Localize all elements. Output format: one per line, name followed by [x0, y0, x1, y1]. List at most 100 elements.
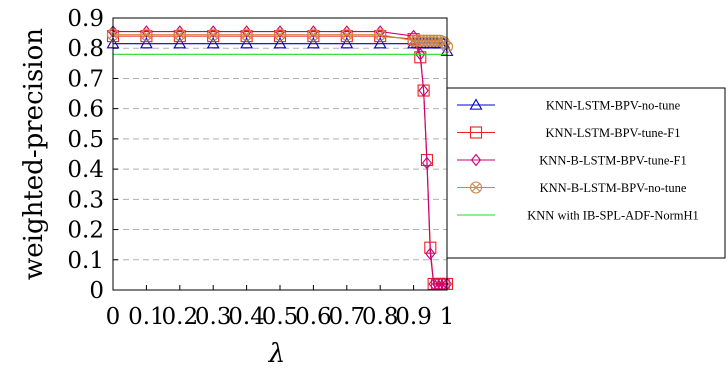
- circle-x-ring: [407, 34, 420, 47]
- circle-x-ring: [420, 34, 434, 47]
- plot-frame: [112, 17, 448, 291]
- circle-x-cross: [426, 36, 435, 45]
- circle-x-ring: [307, 28, 320, 41]
- circle-x-marker: [417, 34, 430, 47]
- circle-x-ring: [240, 28, 253, 41]
- circle-x-ring: [273, 28, 287, 41]
- x-tick-label: 0.6: [295, 304, 332, 330]
- circle-x-marker: [273, 28, 287, 41]
- triangle-marker: [306, 37, 320, 49]
- circle-x-cross: [422, 36, 432, 45]
- circle-x-marker: [424, 34, 437, 47]
- circle-x-ring: [424, 34, 437, 47]
- circle-x-marker: [173, 28, 186, 41]
- triangle-marker: [373, 37, 387, 49]
- legend-label: KNN-LSTM-BPV-no-tune: [546, 99, 681, 113]
- diamond-marker: [428, 277, 439, 291]
- circle-x-marker: [307, 28, 320, 41]
- circle-x-ring: [207, 28, 220, 41]
- legend-label: KNN-B-LSTM-BPV-no-tune: [540, 181, 687, 195]
- y-tick-labels: 0 0.1 0.2 0.3 0.4 0.5 0.6 0.7 0.8 0.9: [67, 6, 104, 304]
- triangle-marker: [240, 37, 254, 49]
- x-tick-label: 0.5: [262, 304, 299, 330]
- circle-x-cross: [409, 36, 418, 45]
- legend-label: KNN-LSTM-BPV-tune-F1: [546, 126, 681, 140]
- circle-x-ring: [414, 34, 427, 47]
- legend-entry: KNN-B-LSTM-BPV-no-tune: [457, 181, 687, 195]
- series-line: [113, 35, 447, 285]
- y-axis-label: weighted-precision: [19, 28, 49, 280]
- square-marker: [414, 51, 427, 64]
- circle-x-ring: [173, 28, 186, 41]
- triangle-marker: [139, 37, 153, 49]
- y-tick-label: 0.6: [67, 97, 104, 123]
- legend: KNN-LSTM-BPV-no-tune KNN-LSTM-BPV-tune-F1…: [446, 87, 726, 259]
- circle-x-cross: [342, 30, 352, 39]
- series-line: [113, 31, 447, 285]
- triangle-marker: [273, 37, 287, 49]
- y-tick-label: 0.5: [67, 127, 104, 153]
- circle-x-cross: [419, 36, 428, 45]
- diamond-marker: [415, 47, 426, 61]
- circle-x-cross: [471, 183, 481, 192]
- circle-x-marker: [240, 28, 253, 41]
- x-tick-label: 0.3: [195, 304, 232, 330]
- series-3: [107, 25, 453, 291]
- series-1: [106, 37, 454, 56]
- x-tick-labels: 0 0.10.20.30.40.50.60.70.80.9 1: [106, 304, 455, 330]
- triangle-marker: [173, 37, 187, 49]
- x-tick-label: 0.2: [162, 304, 199, 330]
- circle-x-cross: [429, 36, 438, 45]
- series-2: [106, 30, 454, 291]
- square-marker: [469, 126, 483, 139]
- y-tick-label: 0.9: [67, 6, 104, 32]
- y-tick-label: 0: [89, 278, 104, 304]
- y-tick-label: 0.8: [67, 36, 104, 62]
- circle-x-cross: [309, 30, 318, 39]
- legend-label: KNN-B-LSTM-BPV-tune-F1: [539, 154, 686, 168]
- circle-x-cross: [175, 30, 185, 39]
- circle-x-marker: [374, 28, 387, 41]
- circle-x-cross: [416, 36, 425, 45]
- circle-x-ring: [374, 28, 387, 41]
- x-axis-label: λ: [268, 339, 285, 369]
- circle-x-cross: [242, 30, 251, 39]
- circle-x-ring: [417, 34, 430, 47]
- circle-x-cross: [412, 36, 422, 45]
- triangle-marker: [469, 98, 483, 110]
- legend-entry: KNN-B-LSTM-BPV-tune-F1: [457, 154, 687, 168]
- circle-x-marker: [420, 34, 434, 47]
- series-4: [106, 28, 454, 53]
- circle-x-cross: [375, 30, 385, 39]
- circle-x-marker: [340, 28, 353, 41]
- y-tick-label: 0.1: [67, 248, 104, 274]
- diamond-marker: [470, 153, 482, 167]
- diamond-marker: [408, 29, 419, 43]
- diamond-marker: [435, 277, 446, 291]
- x-tick-label: 0.4: [228, 304, 265, 330]
- circle-x-marker: [469, 181, 483, 194]
- circle-x-cross: [275, 30, 285, 39]
- circle-x-marker: [407, 34, 420, 47]
- legend-entry: KNN-LSTM-BPV-no-tune: [457, 98, 681, 113]
- circle-x-ring: [427, 34, 440, 47]
- triangle-marker: [340, 37, 354, 49]
- legend-label: KNN with IB-SPL-ADF-NormH1: [527, 209, 699, 223]
- circle-x-ring: [340, 28, 353, 41]
- y-tick-label: 0.7: [67, 66, 104, 92]
- circle-x-marker: [414, 34, 427, 47]
- x-tick-label: 0.7: [329, 304, 366, 330]
- y-tick-label: 0.4: [67, 157, 104, 183]
- legend-entry: KNN-LSTM-BPV-tune-F1: [457, 126, 680, 140]
- diamond-marker: [431, 277, 443, 291]
- circle-x-cross: [142, 30, 151, 39]
- circle-x-cross: [208, 30, 218, 39]
- x-tick-label: 0.8: [362, 304, 399, 330]
- x-tick-label: 0.9: [395, 304, 432, 330]
- legend-entry: KNN with IB-SPL-ADF-NormH1: [457, 209, 699, 223]
- y-tick-label: 0.2: [67, 218, 104, 244]
- circle-x-ring: [410, 34, 423, 47]
- diamond-marker: [421, 156, 433, 170]
- grid-lines: [112, 17, 448, 291]
